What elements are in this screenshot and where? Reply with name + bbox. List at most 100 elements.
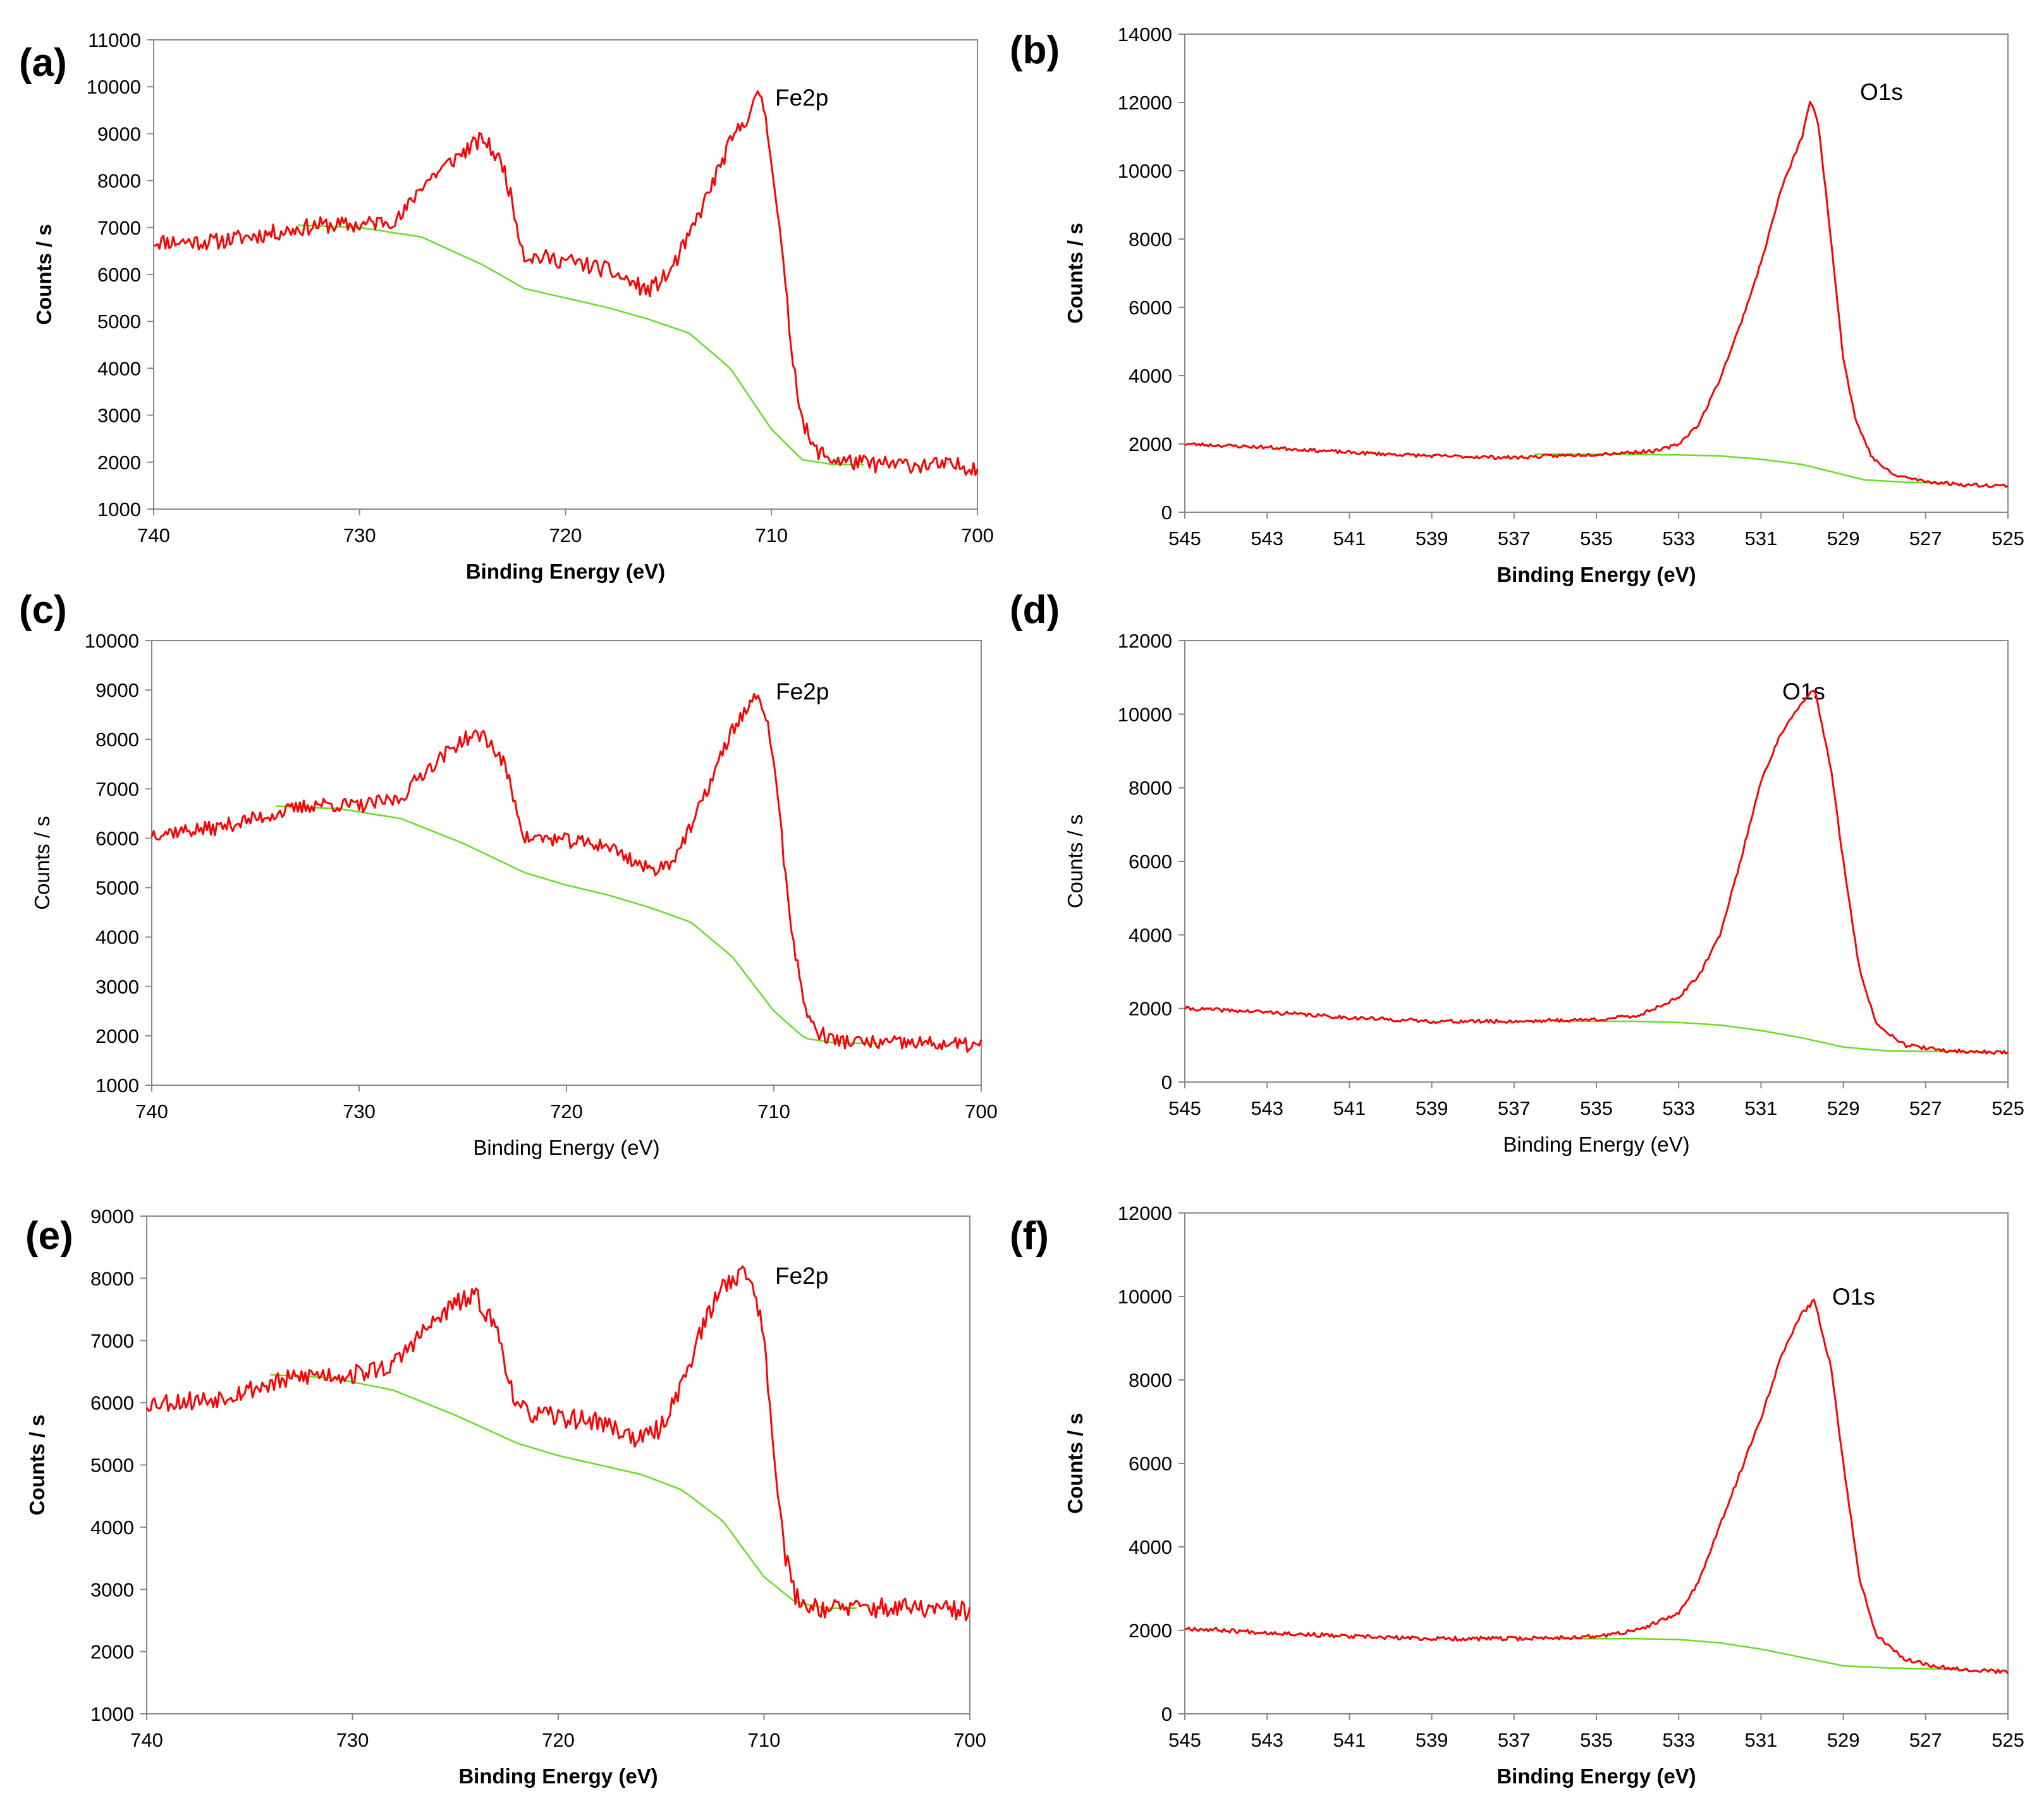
x-tick-label: 527 [1909, 1097, 1942, 1119]
y-tick-label: 12000 [1118, 92, 1172, 114]
y-tick-label: 6000 [90, 1392, 134, 1414]
y-axis-label: Counts / s [1063, 1413, 1087, 1514]
background-line [1555, 1020, 1988, 1053]
y-tick-label: 4000 [90, 1517, 134, 1539]
spectrum-line [150, 692, 982, 1053]
background-line [297, 224, 864, 465]
y-tick-label: 4000 [1129, 365, 1172, 387]
y-tick-label: 8000 [1129, 1369, 1172, 1391]
x-tick-label: 539 [1416, 1097, 1448, 1119]
y-tick-label: 9000 [97, 123, 141, 145]
x-tick-label: 710 [748, 1729, 781, 1751]
x-tick-label: 700 [961, 524, 994, 546]
x-axis-label: Binding Energy (eV) [1496, 563, 1696, 586]
y-tick-label: 8000 [1129, 228, 1172, 250]
y-tick-label: 6000 [1129, 297, 1172, 319]
x-tick-label: 730 [336, 1729, 369, 1751]
x-tick-label: 531 [1745, 527, 1778, 550]
x-tick-label: 535 [1580, 1097, 1613, 1119]
panel-label: (d) [1010, 588, 1060, 632]
x-axis-label: Binding Energy (eV) [466, 560, 665, 583]
x-tick-label: 525 [1992, 527, 2024, 550]
y-tick-label: 2000 [1129, 433, 1172, 455]
x-tick-label: 541 [1333, 1729, 1366, 1751]
x-tick-label: 537 [1498, 1097, 1531, 1119]
y-tick-label: 2000 [1129, 1620, 1172, 1642]
x-tick-label: 529 [1827, 1097, 1860, 1119]
y-tick-label: 9000 [95, 679, 139, 701]
y-tick-label: 1000 [90, 1703, 134, 1725]
spectrum-line [1184, 689, 2009, 1055]
x-tick-label: 543 [1251, 527, 1283, 550]
x-tick-label: 539 [1416, 527, 1448, 550]
y-tick-label: 4000 [1129, 1536, 1172, 1558]
x-tick-label: 545 [1168, 1729, 1201, 1751]
y-axis-label: Counts / s [30, 816, 54, 910]
x-tick-label: 537 [1498, 527, 1531, 550]
panel-a: 1000 2000 3000 4000 5000 6000 7000 8000 9000 1000… [19, 29, 994, 583]
x-tick-label: 531 [1745, 1729, 1778, 1751]
y-tick-label: 7000 [95, 778, 139, 800]
x-tick-label: 730 [343, 1100, 376, 1123]
x-tick-label: 535 [1580, 527, 1613, 550]
y-axis-label: Counts / s [32, 224, 56, 325]
panel-label: (b) [1010, 28, 1060, 72]
x-tick-label: 710 [757, 1100, 790, 1123]
y-tick-label: 8000 [90, 1267, 134, 1289]
y-tick-label: 7000 [97, 217, 141, 239]
peak-annotation: O1s [1860, 79, 1903, 105]
x-tick-label: 533 [1662, 527, 1695, 550]
x-tick-label: 533 [1662, 1097, 1695, 1119]
panel-label: (a) [19, 41, 67, 85]
y-tick-label: 4000 [97, 357, 141, 379]
y-tick-label: 10000 [1118, 1286, 1172, 1308]
y-tick-label: 2000 [97, 452, 141, 474]
y-tick-label: 4000 [95, 926, 139, 949]
x-tick-label: 740 [130, 1729, 163, 1751]
x-tick-label: 730 [343, 524, 376, 546]
x-tick-label: 720 [542, 1729, 575, 1751]
y-tick-label: 3000 [95, 976, 139, 998]
y-axis-label: Counts / s [1063, 223, 1087, 324]
y-tick-label: 10000 [87, 76, 141, 98]
x-tick-label: 541 [1333, 527, 1366, 550]
x-tick-label: 529 [1827, 1729, 1860, 1751]
y-tick-label: 6000 [1129, 851, 1172, 873]
x-tick-label: 740 [135, 1100, 168, 1123]
x-tick-label: 537 [1498, 1729, 1531, 1751]
x-tick-label: 541 [1333, 1097, 1366, 1119]
x-tick-label: 545 [1168, 527, 1201, 550]
y-tick-label: 3000 [90, 1578, 134, 1601]
y-tick-label: 0 [1161, 1703, 1172, 1725]
panel-d: 0 2000 4000 6000 8000 10000 12000 545 543 541 539 5… [1010, 588, 2024, 1156]
panel-f: 0 2000 4000 6000 8000 10000 12000 545 543 541 539 5… [1010, 1202, 2024, 1788]
x-tick-label: 710 [755, 524, 788, 546]
x-axis-label: Binding Energy (eV) [1496, 1764, 1696, 1788]
spectrum-line [1184, 101, 2009, 488]
x-tick-label: 543 [1251, 1729, 1283, 1751]
x-tick-label: 720 [549, 524, 582, 546]
peak-annotation: O1s [1832, 1284, 1875, 1310]
x-tick-label: 533 [1662, 1729, 1695, 1751]
x-tick-label: 535 [1580, 1729, 1613, 1751]
y-tick-label: 10000 [1118, 703, 1172, 725]
y-tick-label: 8000 [1129, 777, 1172, 799]
background-line [276, 805, 878, 1044]
y-tick-label: 5000 [97, 311, 141, 333]
panel-label: (c) [19, 588, 67, 632]
y-tick-label: 6000 [97, 264, 141, 286]
y-tick-label: 6000 [95, 827, 139, 849]
y-tick-label: 10000 [1118, 160, 1172, 182]
y-tick-label: 7000 [90, 1330, 134, 1352]
y-tick-label: 1000 [97, 498, 141, 520]
x-axis-label: Binding Energy (eV) [1503, 1133, 1689, 1156]
x-tick-label: 545 [1168, 1097, 1201, 1119]
x-tick-label: 527 [1909, 527, 1942, 550]
panel-e: 1000 2000 3000 4000 5000 6000 7000 8000 9000 740 7… [25, 1205, 986, 1788]
x-tick-label: 700 [965, 1100, 998, 1123]
background-line [270, 1374, 857, 1609]
x-tick-label: 531 [1745, 1097, 1778, 1119]
y-tick-label: 0 [1161, 1071, 1172, 1093]
y-axis-label: Counts / s [1063, 815, 1087, 909]
